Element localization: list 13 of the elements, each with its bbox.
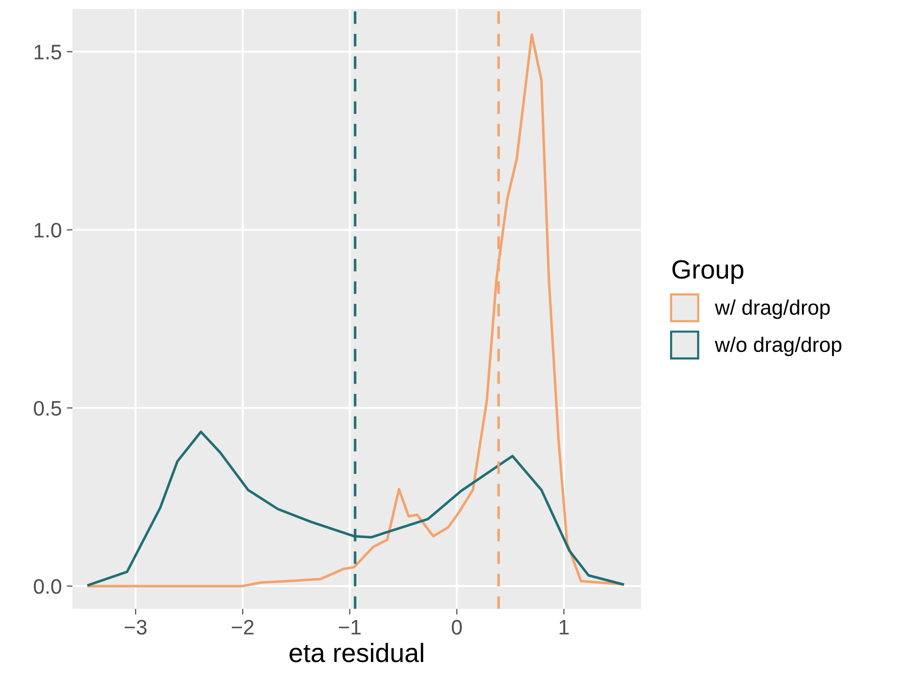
- y-tick-label: 1.0: [34, 222, 62, 238]
- x-tick-label: 0: [452, 620, 462, 635]
- x-tick-label: −2: [232, 620, 254, 634]
- x-axis-title: eta residual: [290, 642, 424, 662]
- y-tick-label: 0.0: [34, 579, 62, 594]
- x-tick-label: 1: [560, 620, 569, 634]
- legend-label: w/o drag/drop: [714, 336, 842, 356]
- y-tick-label: 1.5: [34, 44, 62, 60]
- x-tick-label: −1: [338, 620, 361, 634]
- y-tick-label: 0.5: [34, 400, 62, 416]
- legend-label: w/ drag/drop: [714, 300, 830, 319]
- x-tick-label: −3: [124, 620, 147, 635]
- legend-title: Group: [672, 260, 744, 284]
